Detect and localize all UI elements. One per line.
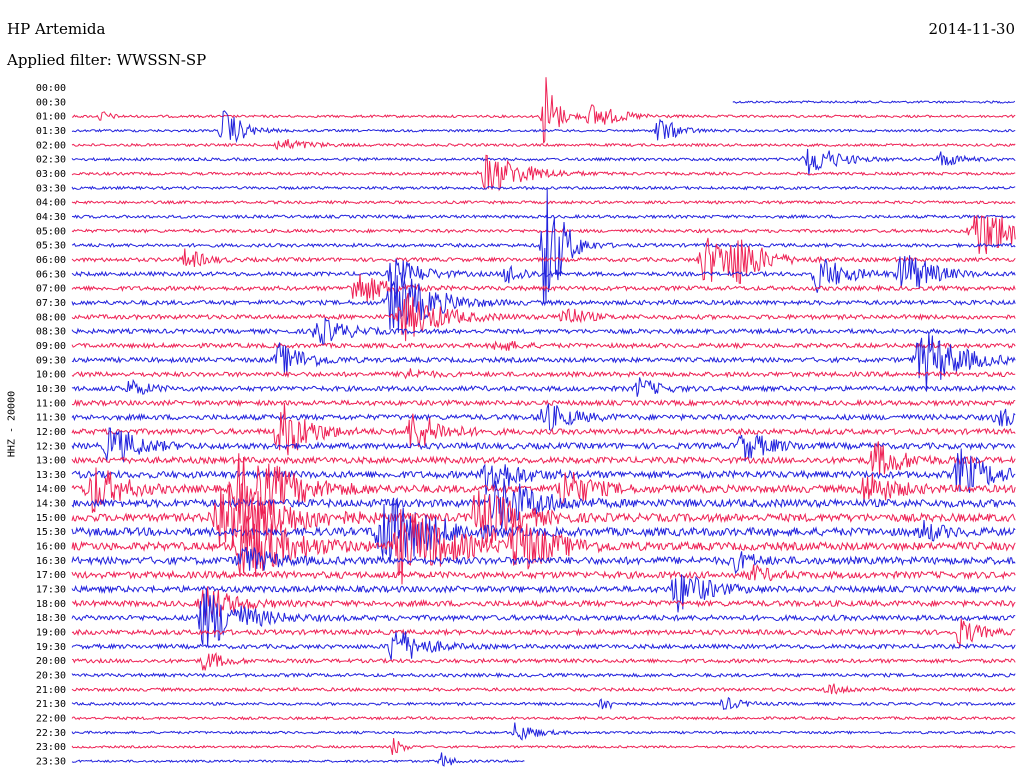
trace-row-2200 bbox=[71, 722, 1016, 741]
trace-row-1630 bbox=[71, 563, 1016, 582]
row-time-label: 06:00 bbox=[36, 255, 66, 266]
row-time-label: 03:00 bbox=[36, 169, 66, 180]
trace-row-0230 bbox=[71, 154, 1016, 192]
row-time-label: 02:00 bbox=[36, 140, 66, 151]
trace-row-1500 bbox=[71, 497, 1016, 562]
trace-row-2100 bbox=[71, 696, 1016, 711]
trace-row-0600 bbox=[71, 255, 1016, 293]
row-time-label: 03:30 bbox=[36, 183, 66, 194]
trace-row-0030 bbox=[71, 77, 1016, 144]
filter-label: Applied filter: WWSSN-SP bbox=[7, 51, 207, 69]
row-time-label: 17:30 bbox=[36, 585, 66, 596]
row-time-label: 21:00 bbox=[36, 685, 66, 696]
date-label: 2014-11-30 bbox=[928, 20, 1015, 38]
trace-row-0200 bbox=[71, 148, 1016, 176]
trace-row-0500 bbox=[71, 188, 1016, 304]
trace-row-0400 bbox=[71, 213, 1016, 220]
station-title: HP Artemida bbox=[7, 20, 106, 38]
row-time-label: 20:30 bbox=[36, 671, 66, 682]
row-time-label: 01:30 bbox=[36, 126, 66, 137]
row-time-label: 23:00 bbox=[36, 742, 66, 753]
trace-row-0000 bbox=[732, 100, 1016, 104]
row-time-label: 20:00 bbox=[36, 656, 66, 667]
row-time-label: 00:00 bbox=[36, 83, 66, 94]
trace-row-0130 bbox=[71, 139, 1016, 151]
row-time-label: 09:30 bbox=[36, 355, 66, 366]
trace-group bbox=[71, 77, 1016, 767]
row-time-label: 00:30 bbox=[36, 97, 66, 108]
row-time-label: 14:00 bbox=[36, 484, 66, 495]
trace-row-0830 bbox=[71, 340, 1016, 351]
trace-row-1700 bbox=[71, 574, 1016, 613]
trace-row-1930 bbox=[71, 652, 1016, 671]
row-time-label: 22:00 bbox=[36, 714, 66, 725]
time-tick-labels: 00:00 00:30 01:00 01:30 02:00 02:30 03:00 03:30… bbox=[36, 83, 66, 768]
trace-row-1300 bbox=[71, 448, 1016, 495]
trace-row-2300 bbox=[71, 752, 525, 767]
row-time-label: 10:00 bbox=[36, 370, 66, 381]
trace-row-2230 bbox=[71, 738, 1016, 755]
row-time-label: 04:30 bbox=[36, 212, 66, 223]
row-time-label: 12:00 bbox=[36, 427, 66, 438]
trace-row-2130 bbox=[71, 715, 1016, 721]
row-time-label: 06:30 bbox=[36, 269, 66, 280]
row-time-label: 14:30 bbox=[36, 499, 66, 510]
row-time-label: 19:00 bbox=[36, 628, 66, 639]
trace-row-0330 bbox=[71, 199, 1016, 205]
row-time-label: 16:00 bbox=[36, 542, 66, 553]
trace-row-2000 bbox=[71, 672, 1016, 679]
trace-row-0700 bbox=[71, 271, 1016, 333]
row-time-label: 15:30 bbox=[36, 527, 66, 538]
row-time-label: 05:30 bbox=[36, 241, 66, 252]
row-time-label: 08:30 bbox=[36, 327, 66, 338]
trace-row-1130 bbox=[71, 402, 1016, 456]
trace-row-0530 bbox=[71, 237, 1016, 285]
trace-row-1030 bbox=[71, 398, 1016, 408]
trace-row-1900 bbox=[71, 631, 1016, 661]
trace-row-1400 bbox=[71, 478, 1016, 530]
row-time-label: 04:00 bbox=[36, 198, 66, 209]
row-time-label: 02:30 bbox=[36, 155, 66, 166]
row-time-label: 23:30 bbox=[36, 757, 66, 768]
row-time-label: 13:30 bbox=[36, 470, 66, 481]
row-time-label: 12:30 bbox=[36, 441, 66, 452]
row-time-label: 17:00 bbox=[36, 570, 66, 581]
trace-row-1230 bbox=[71, 441, 1016, 476]
row-time-label: 18:30 bbox=[36, 613, 66, 624]
trace-row-1430 bbox=[71, 481, 1016, 548]
trace-row-0300 bbox=[71, 185, 1016, 191]
trace-row-0930 bbox=[71, 368, 1016, 380]
row-time-label: 13:00 bbox=[36, 456, 66, 467]
row-time-label: 16:30 bbox=[36, 556, 66, 567]
row-time-label: 07:00 bbox=[36, 284, 66, 295]
trace-row-1100 bbox=[71, 403, 1016, 431]
trace-row-1730 bbox=[71, 586, 1016, 622]
trace-row-0430 bbox=[71, 215, 1016, 255]
trace-row-1830 bbox=[71, 618, 1016, 648]
row-time-label: 11:00 bbox=[36, 398, 66, 409]
trace-row-0900 bbox=[71, 332, 1016, 390]
trace-row-1600 bbox=[71, 546, 1016, 575]
row-time-label: 08:00 bbox=[36, 312, 66, 323]
trace-row-0630 bbox=[71, 273, 1016, 303]
row-time-label: 10:30 bbox=[36, 384, 66, 395]
row-time-label: 18:00 bbox=[36, 599, 66, 610]
row-time-label: 11:30 bbox=[36, 413, 66, 424]
row-time-label: 07:30 bbox=[36, 298, 66, 309]
trace-row-1800 bbox=[71, 588, 1016, 647]
row-time-label: 09:00 bbox=[36, 341, 66, 352]
trace-row-0800 bbox=[71, 317, 1016, 346]
row-time-label: 22:30 bbox=[36, 728, 66, 739]
row-time-label: 15:00 bbox=[36, 513, 66, 524]
row-time-label: 05:00 bbox=[36, 226, 66, 237]
trace-row-0730 bbox=[71, 293, 1016, 342]
trace-row-1200 bbox=[71, 427, 1016, 464]
row-time-label: 19:30 bbox=[36, 642, 66, 653]
row-time-label: 21:30 bbox=[36, 699, 66, 710]
trace-row-2030 bbox=[71, 683, 1016, 695]
trace-row-0100 bbox=[71, 110, 1016, 144]
trace-row-1000 bbox=[71, 377, 1016, 397]
row-time-label: 01:00 bbox=[36, 112, 66, 123]
